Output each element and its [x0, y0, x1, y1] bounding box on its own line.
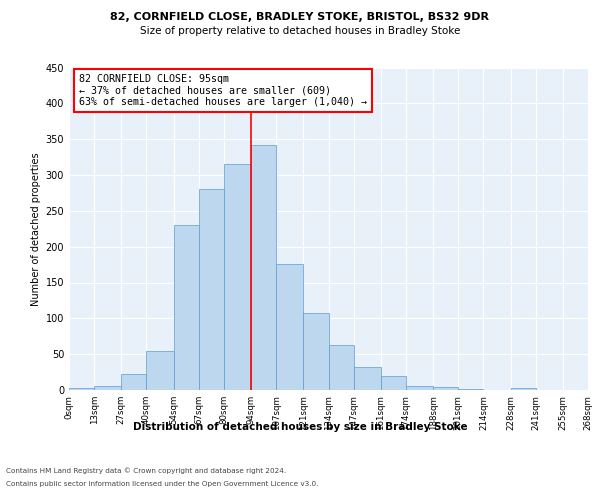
Bar: [329, 345, 353, 390]
Text: Contains HM Land Registry data © Crown copyright and database right 2024.: Contains HM Land Registry data © Crown c…: [6, 468, 286, 474]
Bar: [406, 386, 433, 390]
Text: Contains public sector information licensed under the Open Government Licence v3: Contains public sector information licen…: [6, 481, 319, 487]
Bar: [353, 367, 381, 390]
Bar: [224, 164, 251, 390]
Text: Size of property relative to detached houses in Bradley Stoke: Size of property relative to detached ho…: [140, 26, 460, 36]
Bar: [121, 374, 146, 390]
Text: Distribution of detached houses by size in Bradley Stoke: Distribution of detached houses by size …: [133, 422, 467, 432]
Bar: [146, 350, 173, 390]
Bar: [511, 388, 536, 390]
Bar: [381, 376, 406, 390]
Bar: [276, 264, 304, 390]
Bar: [304, 312, 329, 390]
Bar: [251, 145, 276, 390]
Bar: [199, 190, 224, 390]
Bar: [173, 225, 199, 390]
Bar: [94, 386, 121, 390]
Text: 82, CORNFIELD CLOSE, BRADLEY STOKE, BRISTOL, BS32 9DR: 82, CORNFIELD CLOSE, BRADLEY STOKE, BRIS…: [110, 12, 490, 22]
Bar: [69, 388, 94, 390]
Y-axis label: Number of detached properties: Number of detached properties: [31, 152, 41, 306]
Bar: [433, 387, 458, 390]
Text: 82 CORNFIELD CLOSE: 95sqm
← 37% of detached houses are smaller (609)
63% of semi: 82 CORNFIELD CLOSE: 95sqm ← 37% of detac…: [79, 74, 367, 107]
